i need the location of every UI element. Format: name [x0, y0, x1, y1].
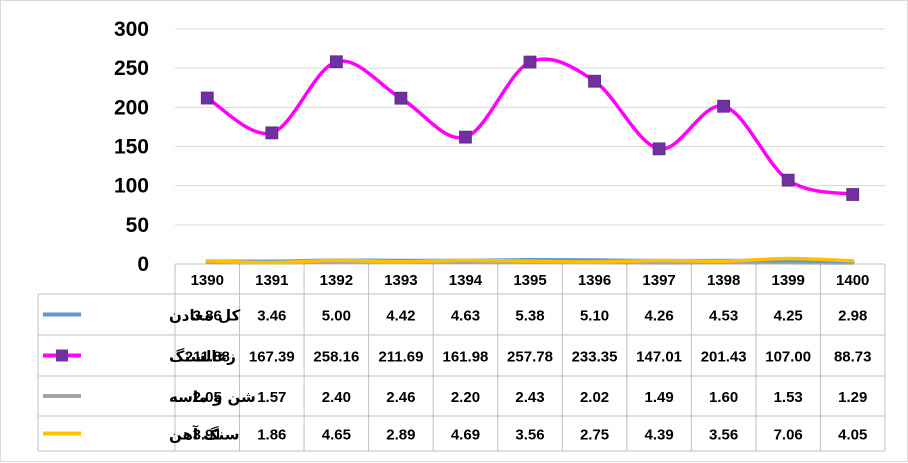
category-label: 1391: [255, 272, 288, 289]
category-label: 1399: [771, 272, 804, 289]
y-tick-label: 200: [114, 96, 149, 119]
legend-label: کل معادن: [169, 307, 240, 325]
data-point-marker: [652, 142, 666, 156]
data-label: 2.05: [193, 389, 222, 406]
data-label: 1.86: [257, 427, 286, 444]
category-label: 1397: [642, 272, 675, 289]
y-tick-label: 300: [114, 18, 149, 41]
data-label: 3.91: [193, 427, 222, 444]
data-point-marker: [781, 173, 795, 187]
data-label: 4.53: [709, 308, 738, 325]
data-label: 4.39: [644, 427, 673, 444]
data-label: 107.00: [765, 349, 811, 366]
data-label: 4.25: [774, 308, 803, 325]
data-label: 5.38: [515, 308, 544, 325]
data-label: 1.29: [838, 389, 867, 406]
data-label: 257.78: [507, 349, 553, 366]
category-label: 1392: [320, 272, 353, 289]
data-point-marker: [200, 91, 214, 105]
data-label: 1.49: [644, 389, 673, 406]
data-label: 3.56: [709, 427, 738, 444]
data-point-marker: [459, 130, 472, 144]
data-label: 233.35: [572, 349, 618, 366]
data-point-marker: [329, 55, 343, 69]
data-table-grid: [37, 263, 886, 452]
data-point-marker: [523, 55, 537, 69]
data-label: 201.43: [701, 349, 747, 366]
data-label: 4.63: [451, 308, 480, 325]
data-point-marker: [846, 188, 860, 201]
data-point-marker: [588, 74, 601, 88]
data-label: 258.16: [313, 349, 359, 366]
data-label: 2.75: [580, 427, 609, 444]
x-axis-category-labels: 1390 1391 1392 1393 1394 1395 1396 1397 1398 1399…: [191, 272, 870, 289]
data-label: 2.89: [386, 427, 415, 444]
data-label: 88.73: [834, 349, 872, 366]
data-label: 167.39: [249, 349, 295, 366]
category-label: 1400: [836, 272, 869, 289]
y-tick-label: 0: [137, 253, 149, 276]
legend-marker: [56, 349, 68, 362]
category-label: 1390: [191, 272, 224, 289]
data-point-marker: [394, 91, 408, 105]
y-tick-label: 250: [114, 57, 149, 80]
data-label: 2.43: [515, 389, 544, 406]
category-label: 1395: [513, 272, 546, 289]
category-label: 1396: [578, 272, 611, 289]
data-label: 2.40: [322, 389, 351, 406]
series-lines: [200, 55, 860, 265]
series-line: [205, 57, 855, 197]
category-label: 1393: [384, 272, 417, 289]
data-label: 2.46: [386, 389, 415, 406]
data-point-marker: [717, 99, 731, 113]
data-label: 4.69: [451, 427, 480, 444]
data-label: 7.06: [774, 427, 803, 444]
data-label: 2.98: [838, 308, 867, 325]
legend-label: سنگ آهن: [169, 426, 240, 444]
data-label: 5.00: [322, 308, 351, 325]
data-label: 2.20: [451, 389, 480, 406]
legend-label: زغالسنگ: [169, 348, 236, 366]
data-label: 1.60: [709, 389, 738, 406]
data-label: 3.86: [193, 308, 222, 325]
data-label: 1.53: [774, 389, 803, 406]
data-label: 161.98: [443, 349, 489, 366]
data-label: 5.10: [580, 308, 609, 325]
category-label: 1398: [707, 272, 740, 289]
data-label: 211.88: [185, 349, 230, 366]
data-label: 3.56: [515, 427, 544, 444]
category-label: 1394: [449, 272, 483, 289]
data-label: 4.26: [644, 308, 673, 325]
data-label: 211.69: [378, 349, 423, 366]
data-label: 4.05: [838, 427, 867, 444]
legend-label: شن و ماسه: [169, 388, 256, 406]
y-tick-label: 100: [114, 175, 149, 198]
data-label: 147.01: [636, 349, 682, 366]
data-label: 3.46: [257, 308, 286, 325]
y-axis-tick-labels: 0 50 100 150 200 250 300: [114, 18, 149, 276]
series-line: [205, 256, 855, 265]
data-label: 4.65: [322, 427, 351, 444]
y-tick-label: 50: [126, 214, 149, 237]
data-label: 1.57: [257, 389, 286, 406]
data-label: 2.02: [580, 389, 609, 406]
data-point-marker: [265, 126, 279, 140]
y-tick-label: 150: [114, 136, 149, 159]
data-label: 4.42: [386, 308, 415, 325]
